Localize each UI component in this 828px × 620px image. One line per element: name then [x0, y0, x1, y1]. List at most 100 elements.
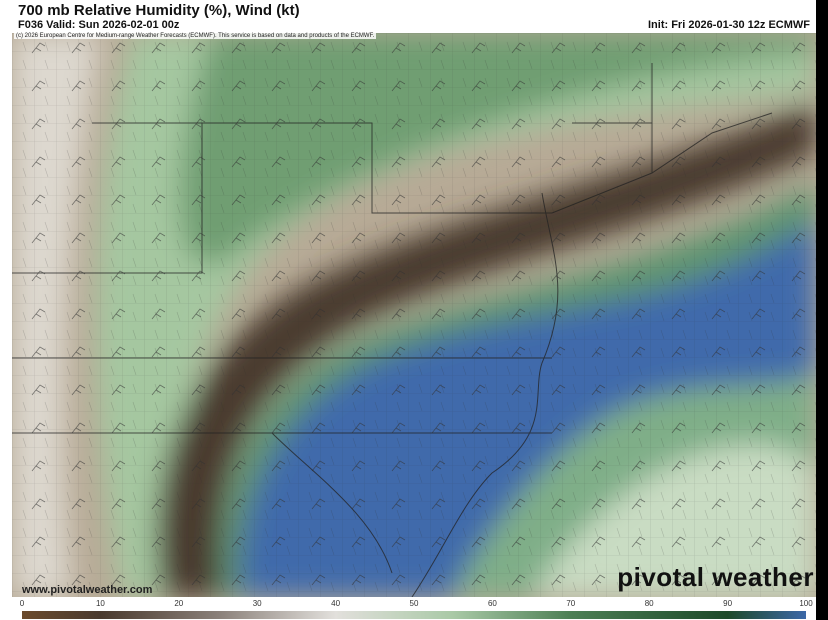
wind-barb-icon [111, 156, 126, 168]
wind-barb-icon [671, 422, 686, 434]
wind-barb-icon [671, 574, 686, 586]
wind-barb-icon [391, 308, 406, 320]
wind-barb-icon [751, 574, 766, 586]
wind-barb-icon [71, 460, 86, 472]
wind-barb-icon [711, 118, 726, 130]
wind-barb-icon [31, 536, 46, 548]
wind-barb-icon [671, 232, 686, 244]
wind-barb-icon [671, 194, 686, 206]
colorbar [22, 611, 806, 619]
wind-barb-icon [231, 156, 246, 168]
wind-barb-icon [751, 384, 766, 396]
wind-barb-icon [631, 422, 646, 434]
colorbar-labels: 0 10 20 30 40 50 60 70 80 90 100 [20, 599, 813, 609]
wind-barb-icon [551, 384, 566, 396]
humidity-map[interactable] [12, 33, 816, 597]
wind-barb-icon [751, 118, 766, 130]
wind-barb-icon [151, 42, 166, 54]
wind-barb-icon [191, 42, 206, 54]
wind-barb-icon [791, 118, 806, 130]
wind-barb-icon [191, 384, 206, 396]
wind-barb-icon [271, 384, 286, 396]
wind-barb-icon [71, 384, 86, 396]
wind-barb-icon [471, 422, 486, 434]
wind-barb-icon [311, 118, 326, 130]
wind-barb-icon [191, 194, 206, 206]
wind-barb-icon [271, 536, 286, 548]
wind-barb-icon [351, 574, 366, 586]
wind-barb-icon [751, 270, 766, 282]
wind-barb-icon [391, 536, 406, 548]
colorbar-label: 40 [331, 599, 341, 608]
wind-barb-icon [311, 574, 326, 586]
wind-barb-icon [111, 80, 126, 92]
colorbar-label: 30 [252, 599, 262, 608]
wind-barb-icon [631, 574, 646, 586]
colorbar-label: 70 [566, 599, 576, 608]
wind-barb-icon [231, 308, 246, 320]
wind-barb-icon [111, 574, 126, 586]
wind-barb-icon [671, 118, 686, 130]
wind-barb-icon [591, 118, 606, 130]
wind-barb-icon [591, 422, 606, 434]
wind-barb-icon [311, 308, 326, 320]
colorbar-label: 10 [95, 599, 105, 608]
wind-barb-icon [471, 118, 486, 130]
wind-barb-icon [471, 80, 486, 92]
wind-barb-icon [111, 118, 126, 130]
wind-barb-icon [751, 194, 766, 206]
wind-barb-icon [591, 536, 606, 548]
wind-barb-icon [271, 80, 286, 92]
wind-barb-icon [511, 498, 526, 510]
wind-barb-icon [551, 42, 566, 54]
wind-barb-icon [111, 308, 126, 320]
wind-barb-icon [191, 536, 206, 548]
wind-barb-icon [231, 194, 246, 206]
wind-barb-icon [631, 536, 646, 548]
wind-barb-icon [431, 194, 446, 206]
wind-barb-icon [551, 80, 566, 92]
wind-barb-icon [511, 384, 526, 396]
wind-barb-icon [31, 118, 46, 130]
wind-barb-icon [671, 346, 686, 358]
wind-barb-icon [311, 422, 326, 434]
wind-barb-icon [71, 156, 86, 168]
wind-barb-icon [31, 346, 46, 358]
wind-barb-icon [271, 42, 286, 54]
wind-barb-icon [431, 308, 446, 320]
wind-barb-icon [351, 232, 366, 244]
wind-barb-icon [791, 384, 806, 396]
wind-barb-icon [751, 536, 766, 548]
wind-barb-icon [711, 42, 726, 54]
wind-barb-icon [231, 42, 246, 54]
wind-barb-icon [471, 156, 486, 168]
wind-barb-icon [271, 422, 286, 434]
wind-barb-icon [151, 270, 166, 282]
right-border [816, 0, 828, 620]
wind-barb-icon [751, 80, 766, 92]
wind-barb-icon [71, 536, 86, 548]
wind-barb-icon [751, 422, 766, 434]
wind-barb-icon [711, 270, 726, 282]
wind-barb-icon [151, 422, 166, 434]
wind-barb-icon [391, 384, 406, 396]
wind-barb-icon [751, 460, 766, 472]
wind-barb-icon [471, 232, 486, 244]
wind-barb-icon [111, 42, 126, 54]
wind-barb-icon [391, 232, 406, 244]
wind-barb-icon [31, 42, 46, 54]
wind-barb-icon [751, 156, 766, 168]
wind-barb-icon [631, 460, 646, 472]
wind-barb-icon [791, 270, 806, 282]
wind-barb-icon [591, 194, 606, 206]
wind-barb-icon [591, 270, 606, 282]
wind-barb-icon [151, 498, 166, 510]
wind-barb-icon [311, 498, 326, 510]
wind-barb-icon [511, 346, 526, 358]
wind-barb-icon [271, 232, 286, 244]
wind-barb-icon [151, 384, 166, 396]
wind-barb-icon [71, 574, 86, 586]
wind-barb-icon [311, 156, 326, 168]
wind-barb-icon [431, 118, 446, 130]
wind-barb-icon [191, 118, 206, 130]
